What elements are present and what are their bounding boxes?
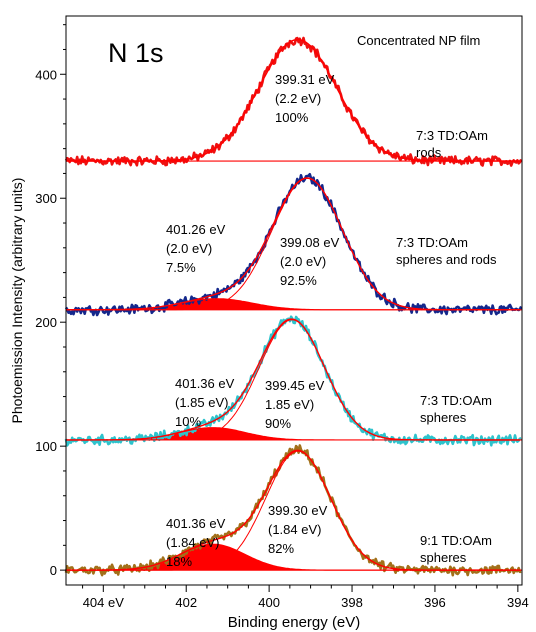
component-fill-4 — [66, 544, 522, 571]
y-tick-label: 200 — [35, 315, 57, 330]
peak-label: 1.85 eV) — [265, 397, 314, 412]
y-tick-label: 0 — [50, 563, 57, 578]
x-tick-label: 394 — [507, 595, 529, 610]
axes-layer: 0 100 200 300 400 404 eV 402 400 398 396 394 Bindin… — [9, 15, 529, 631]
peak-label: 82% — [268, 541, 294, 556]
sample-label: spheres and rods — [396, 252, 497, 267]
plot-frame — [65, 15, 523, 586]
sample-label: 7:3 TD:OAm — [420, 393, 492, 408]
spectrum-group-1 — [64, 36, 523, 167]
y-tick-label: 400 — [35, 67, 57, 82]
spectra-layer — [64, 36, 523, 577]
peak-label: (1.85 eV) — [175, 395, 228, 410]
peak-label: 401.26 eV — [166, 222, 226, 237]
spectrum-group-4 — [64, 444, 522, 577]
peak-label: 401.36 eV — [166, 516, 226, 531]
peak-label: (2.2 eV) — [275, 91, 321, 106]
peak-label: 90% — [265, 416, 291, 431]
peak-label: 399.30 eV — [268, 503, 328, 518]
x-axis-label: Binding energy (eV) — [228, 614, 361, 631]
fit-envelope-3 — [66, 318, 520, 441]
spectrum-group-3 — [64, 315, 522, 447]
sample-label: rods — [416, 145, 442, 160]
fit-envelope-4 — [66, 449, 520, 571]
peak-label: 92.5% — [280, 273, 317, 288]
chart-subtitle: Concentrated NP film — [357, 33, 480, 48]
peak-label: 399.45 eV — [265, 378, 325, 393]
sample-label: 7:3 TD:OAm — [416, 128, 488, 143]
component-fill-2 — [66, 298, 522, 310]
fit-envelope-1 — [66, 38, 520, 162]
x-tick-label: 402 — [175, 595, 197, 610]
x-tick-label: 404 eV — [83, 595, 125, 610]
sample-label: 9:1 TD:OAm — [420, 533, 492, 548]
sample-label: 7:3 TD:OAm — [396, 235, 468, 250]
peak-label: (1.84 eV) — [268, 522, 321, 537]
y-tick-label: 100 — [35, 439, 57, 454]
peak-label: 7.5% — [166, 260, 196, 275]
peak-label: (2.0 eV) — [280, 254, 326, 269]
peak-label: 399.08 eV — [280, 235, 340, 250]
spectrum-group-2 — [64, 172, 523, 317]
x-tick-label: 400 — [258, 595, 280, 610]
peak-label: 399.31 eV — [275, 72, 335, 87]
data-trace-3 — [64, 315, 522, 447]
x-tick-label: 398 — [341, 595, 363, 610]
sample-label: spheres — [420, 410, 467, 425]
fit-envelope-2 — [66, 177, 520, 311]
chart-title: N 1s — [108, 38, 164, 68]
data-trace-1 — [64, 36, 523, 167]
x-tick-label: 396 — [424, 595, 446, 610]
annotation-layer: 7:3 TD:OAm rods 399.31 eV (2.2 eV) 100% 7:3 T… — [108, 33, 497, 569]
peak-label: (1.84 eV) — [166, 535, 219, 550]
y-tick-label: 300 — [35, 191, 57, 206]
y-axis-label: Photoemission Intensity (arbitrary units… — [9, 178, 25, 424]
peak-label: (2.0 eV) — [166, 241, 212, 256]
sample-label: spheres — [420, 550, 467, 565]
peak-label: 401.36 eV — [175, 376, 235, 391]
peak-label: 10% — [175, 414, 201, 429]
peak-label: 18% — [166, 554, 192, 569]
peak-label: 100% — [275, 110, 309, 125]
